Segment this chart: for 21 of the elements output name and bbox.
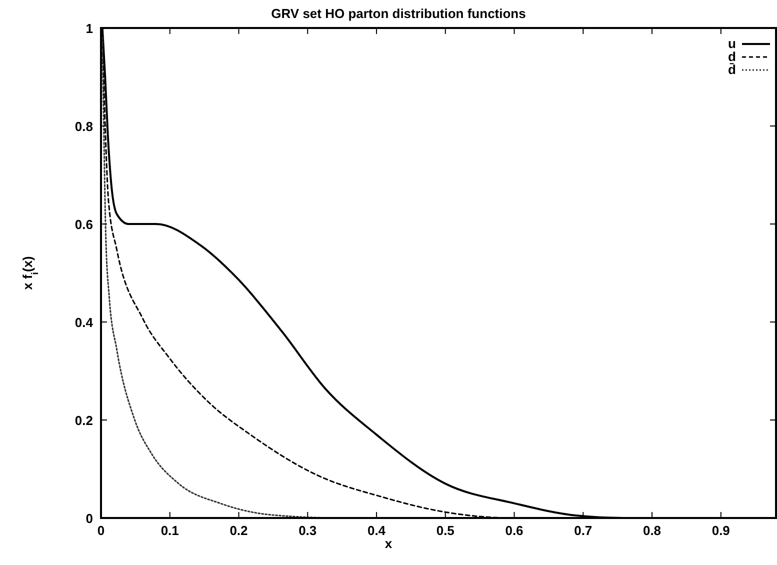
y-tick-label: 0.2 [74,413,93,428]
y-tick-label: 0 [86,511,93,526]
y-tick-label: 1 [86,21,93,36]
y-tick-label: 0.8 [74,119,93,134]
legend-label: d̄ [728,62,736,77]
x-tick-label: 0.5 [436,523,454,538]
x-tick-label: 0.8 [642,523,662,538]
x-tick-label: 0.9 [712,523,730,538]
x-tick-label: 0.6 [505,523,524,538]
legend-label: u [728,36,736,51]
chart-title: GRV set HO parton distribution functions [271,6,526,21]
x-tick-label: 0.4 [367,523,386,538]
x-tick-label: 0 [97,523,105,538]
legend-label: d [728,49,736,64]
x-tick-label: 0.1 [160,523,179,538]
x-tick-label: 0.7 [574,523,592,538]
y-tick-label: 0.6 [74,217,93,232]
x-tick-label: 0.2 [230,523,248,538]
x-axis-title: x [384,536,393,551]
x-tick-label: 0.3 [298,523,317,538]
y-tick-label: 0.4 [74,315,94,330]
